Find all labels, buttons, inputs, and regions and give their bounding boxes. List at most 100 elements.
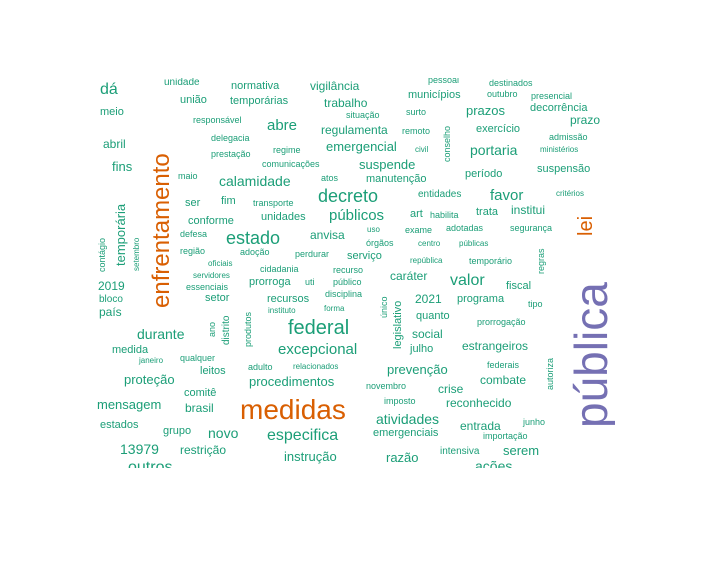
- word-temporarias: temporárias: [230, 95, 289, 107]
- word-prestacao: prestação: [211, 149, 251, 159]
- word-centro: centro: [418, 239, 441, 248]
- word-leitos: leitos: [200, 365, 226, 377]
- word-trata: trata: [476, 206, 499, 218]
- word-normativa: normativa: [231, 80, 280, 92]
- word-da: dá: [100, 81, 118, 98]
- word-pais: país: [99, 305, 122, 319]
- word-recurso: recurso: [333, 265, 364, 275]
- word-oficiais: oficiais: [208, 259, 233, 268]
- word-responsavel: responsável: [193, 115, 242, 125]
- word-cloud-area: pública medidas enfrentamento lei federal dec…: [95, 78, 615, 468]
- word-carater: caráter: [390, 269, 428, 283]
- word-publica: pública: [565, 282, 615, 428]
- word-entrada: entrada: [460, 419, 501, 433]
- word-cidadania: cidadania: [260, 264, 299, 274]
- word-comite: comitê: [184, 387, 217, 399]
- word-novo: novo: [208, 425, 239, 441]
- word-entidades: entidades: [418, 189, 462, 200]
- word-prorrogacao: prorrogação: [477, 317, 526, 327]
- word-exercicio: exercício: [476, 123, 521, 135]
- word-art: art: [410, 208, 423, 220]
- word-razao: razão: [386, 450, 419, 465]
- word-setembro: setembro: [132, 237, 141, 271]
- word-servico: serviço: [347, 250, 382, 262]
- word-maio: maio: [178, 171, 198, 181]
- word-regime: regime: [273, 145, 301, 155]
- word-institui: institui: [511, 203, 546, 217]
- word-trabalho: trabalho: [324, 96, 368, 110]
- word-transporte: transporte: [253, 198, 294, 208]
- word-especifica: especifica: [267, 427, 339, 444]
- word-publicos: públicos: [329, 207, 385, 224]
- word-delegacia: delegacia: [211, 133, 250, 143]
- word-atos: atos: [321, 173, 339, 183]
- word-2019: 2019: [98, 279, 125, 293]
- word-mensagem: mensagem: [97, 397, 162, 412]
- word-conselho: conselho: [442, 125, 452, 162]
- word-ministerios: ministérios: [540, 145, 579, 154]
- word-serem: serem: [503, 443, 540, 458]
- word-contagio: contágio: [97, 237, 107, 272]
- word-temporario: temporário: [469, 256, 513, 266]
- word-civil: civil: [415, 145, 429, 154]
- word-relacionados: relacionados: [293, 362, 339, 371]
- word-lei: lei: [575, 215, 597, 236]
- word-unidade: unidade: [164, 78, 200, 88]
- word-fins: fins: [112, 159, 133, 174]
- word-servidores: servidores: [193, 271, 230, 280]
- word-regras: regras: [536, 248, 546, 274]
- word-grupo: grupo: [163, 425, 192, 437]
- word-junho: junho: [523, 417, 546, 427]
- word-manutencao: manutenção: [366, 173, 427, 185]
- word-disciplina: disciplina: [325, 289, 363, 299]
- word-prazo: prazo: [570, 113, 601, 127]
- word-prorroga: prorroga: [249, 276, 291, 288]
- word-outros: outros: [128, 459, 173, 469]
- word-reconhecido: reconhecido: [446, 396, 512, 410]
- word-acoes: ações: [475, 458, 513, 468]
- word-publico: público: [333, 277, 362, 287]
- word-2021: 2021: [415, 292, 442, 306]
- word-procedimentos: procedimentos: [249, 374, 335, 389]
- word-exame: exame: [405, 225, 433, 235]
- word-instrucao: instrução: [284, 449, 337, 464]
- word-defesa: defesa: [180, 229, 208, 239]
- word-fim: fim: [221, 195, 236, 207]
- word-decreto: decreto: [318, 186, 379, 206]
- word-decorrencia: decorrência: [530, 102, 588, 114]
- word-abril: abril: [103, 137, 126, 151]
- word-republica: república: [410, 256, 443, 265]
- word-enfrentamento: enfrentamento: [148, 153, 175, 308]
- word-calamidade: calamidade: [219, 173, 291, 189]
- word-adocao: adoção: [240, 247, 270, 257]
- word-medida: medida: [112, 344, 149, 356]
- word-seguranca: segurança: [510, 223, 553, 233]
- word-conforme: conforme: [188, 215, 234, 227]
- word-excepcional: excepcional: [278, 341, 358, 358]
- word-estado: estado: [226, 228, 281, 248]
- word-abre: abre: [267, 117, 298, 134]
- word-pessoal: pessoal: [428, 78, 460, 85]
- word-regulamenta: regulamenta: [321, 123, 388, 137]
- word-importacao: importação: [483, 431, 528, 441]
- word-suspende: suspende: [359, 157, 416, 172]
- word-distrito: distrito: [221, 315, 232, 345]
- word-presencial: presencial: [531, 91, 573, 101]
- word-remoto: remoto: [402, 126, 431, 136]
- word-bloco: bloco: [99, 294, 123, 305]
- word-instituto: instituto: [268, 306, 296, 315]
- word-fiscal: fiscal: [506, 280, 532, 292]
- word-intensiva: intensiva: [440, 446, 480, 457]
- word-surto: surto: [406, 107, 427, 117]
- word-municipios: municípios: [408, 89, 461, 101]
- word-janeiro: janeiro: [139, 356, 164, 365]
- word-emergenciais: emergenciais: [373, 427, 439, 439]
- word-situacao: situação: [346, 110, 380, 120]
- word-valor: valor: [450, 272, 485, 289]
- word-crise: crise: [438, 382, 464, 396]
- word-vigilancia: vigilância: [310, 79, 360, 93]
- word-adulto: adulto: [248, 362, 273, 372]
- word-adotadas: adotadas: [446, 223, 484, 233]
- word-perdurar: perdurar: [295, 249, 330, 259]
- word-recursos: recursos: [267, 293, 310, 305]
